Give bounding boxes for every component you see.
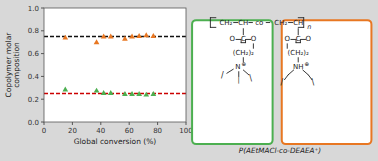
annotation: NH <box>293 63 304 71</box>
bond <box>227 69 233 73</box>
bond <box>298 27 303 28</box>
y-tick <box>41 30 44 31</box>
x-tick <box>186 122 187 125</box>
plot-marks <box>44 32 186 96</box>
bond <box>234 22 238 23</box>
bond <box>303 18 304 28</box>
annotation: \ <box>249 74 252 83</box>
bond <box>249 22 253 23</box>
x-tick <box>129 122 130 125</box>
reference-line <box>44 93 186 94</box>
x-tick-label: 0 <box>42 127 46 135</box>
point <box>62 87 68 92</box>
annotation: ⊕ <box>305 61 310 67</box>
bond <box>298 29 299 35</box>
point <box>143 92 149 97</box>
x-tick-label: 40 <box>96 127 105 135</box>
x-axis-label: Global conversion (%) <box>74 137 157 146</box>
annotation: n <box>307 23 311 31</box>
y-tick <box>41 8 44 9</box>
x-tick <box>100 122 101 125</box>
y-tick-label: 0.8 <box>28 27 39 35</box>
point <box>101 34 107 39</box>
bond <box>289 22 293 23</box>
annotation: / <box>280 78 283 87</box>
annotation: CH₂ <box>219 19 232 27</box>
bond <box>210 27 215 28</box>
annotation: O <box>230 35 236 43</box>
x-tick <box>72 122 73 125</box>
annotation: (CH₂)₂ <box>288 49 309 57</box>
annotation: P(AEtMACl-co-DEAEA⁺) <box>239 146 321 155</box>
y-tick-label: 1.0 <box>28 5 39 13</box>
x-tick-label: 60 <box>125 127 134 135</box>
monomer-box <box>282 20 372 144</box>
point <box>122 36 128 41</box>
point <box>101 90 107 95</box>
bond <box>298 58 299 62</box>
x-tick <box>44 122 45 125</box>
point <box>150 91 156 96</box>
background <box>0 0 378 161</box>
structure: CH₂CHcoCH₂CHnOCO(CH₂)₂N⊕/|\OCO(CH₂)₂NH⊕/… <box>192 18 371 155</box>
point <box>108 90 114 95</box>
point <box>122 91 128 96</box>
x-tick-label: 100 <box>179 127 192 135</box>
y-tick <box>41 53 44 54</box>
bond <box>253 44 254 49</box>
annotation: \ <box>312 78 315 87</box>
point <box>150 33 156 38</box>
bond <box>243 70 248 75</box>
annotation: CH <box>293 19 303 27</box>
point <box>62 35 68 40</box>
plot-area <box>44 8 186 122</box>
point <box>129 34 135 39</box>
point <box>136 91 142 96</box>
annotation: (CH₂)₂ <box>233 49 254 57</box>
point <box>136 33 142 38</box>
annotation: O <box>284 35 290 43</box>
y-tick-label: 0.6 <box>28 50 40 58</box>
point <box>129 91 135 96</box>
monomer-box <box>192 20 273 144</box>
plot-frame <box>44 8 186 122</box>
point <box>108 34 114 39</box>
annotation: | <box>238 76 240 84</box>
point <box>94 39 100 44</box>
annotation: CH <box>238 19 248 27</box>
annotation: O <box>306 35 312 43</box>
annotation: / <box>221 71 224 80</box>
annotation: C <box>241 35 246 43</box>
annotation: O <box>251 35 257 43</box>
point <box>94 88 100 93</box>
x-tick <box>157 122 158 125</box>
y-axis-label: Copolymer molarcomposition <box>4 32 21 98</box>
x-tick-label: 80 <box>153 127 162 135</box>
x-tick-label: 20 <box>68 127 77 135</box>
annotation: ⊕ <box>242 61 247 67</box>
annotation: N <box>235 63 240 71</box>
axes: 0 20 40 60 80 100 0.0 0.2 0.4 0.6 0.8 1.0 Global con… <box>4 5 193 147</box>
y-tick-label: 0.0 <box>28 119 39 127</box>
y-tick <box>41 99 44 100</box>
chart: 0 20 40 60 80 100 0.0 0.2 0.4 0.6 0.8 1.0 Global con… <box>0 0 378 161</box>
y-tick-label: 0.4 <box>28 73 40 81</box>
y-tick-label: 0.2 <box>28 96 39 104</box>
point <box>143 32 149 37</box>
annotation: CH₂ <box>274 19 287 27</box>
bond <box>243 29 244 35</box>
bond <box>303 70 308 75</box>
bond <box>266 22 270 23</box>
bond <box>285 75 289 80</box>
y-tick <box>41 122 44 123</box>
annotation: C <box>296 35 301 43</box>
bond <box>210 18 211 28</box>
bond <box>287 44 288 49</box>
bond <box>210 17 215 18</box>
annotation: co <box>255 19 263 27</box>
y-tick <box>41 76 44 77</box>
